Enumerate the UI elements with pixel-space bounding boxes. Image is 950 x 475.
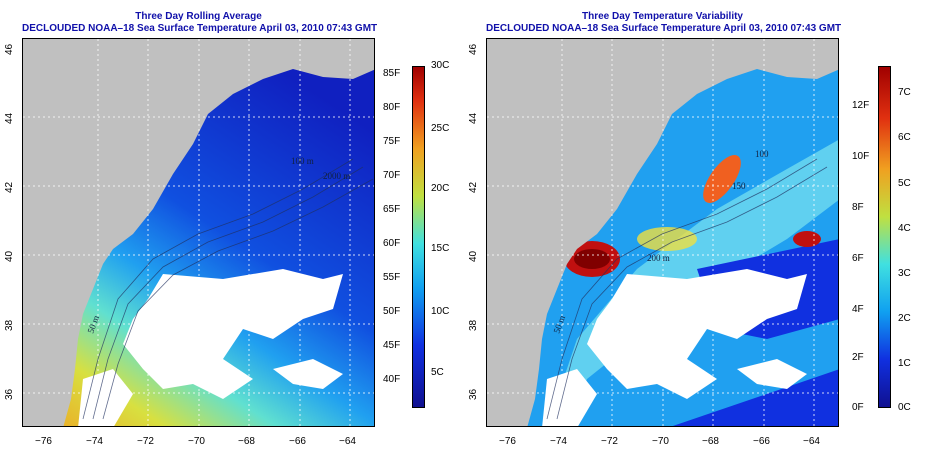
y-tick-label: 42: [4, 181, 15, 193]
x-tick-label: −66: [289, 436, 306, 447]
colorbar-label-f: 45F: [383, 340, 401, 351]
y-tick-label: 44: [4, 112, 15, 124]
colorbar-label-f: 60F: [383, 238, 401, 249]
colorbar-label-f: 6F: [852, 253, 864, 264]
y-tick-label: 42: [468, 181, 479, 193]
x-tick-label: −64: [803, 436, 820, 447]
colorbar-label-f: 2F: [852, 352, 864, 363]
colorbar-label-c: 25C: [431, 123, 450, 134]
colorbar-label-c: 15C: [431, 243, 450, 254]
y-tick-label: 40: [4, 250, 15, 262]
x-tick-label: −70: [652, 436, 669, 447]
x-tick-label: −66: [753, 436, 770, 447]
y-tick-label: 38: [4, 319, 15, 331]
colorbar-label-f: 80F: [383, 102, 401, 113]
colorbar-label-f: 50F: [383, 306, 401, 317]
left-title-line2: DECLOUDED NOAA–18 Sea Surface Temperatur…: [22, 23, 378, 34]
land-mass: [487, 39, 838, 426]
x-tick-label: −70: [188, 436, 205, 447]
colorbar-label-c: 1C: [898, 358, 911, 369]
x-tick-label: −72: [137, 436, 154, 447]
left-sst-map: 100 m 2000 m 50 m: [22, 38, 375, 427]
x-tick-label: −74: [86, 436, 103, 447]
colorbar-label-f: 12F: [852, 100, 870, 111]
colorbar-label-c: 20C: [431, 183, 450, 194]
colorbar-label-c: 2C: [898, 313, 911, 324]
land-mass: [23, 39, 374, 426]
x-tick-label: −68: [238, 436, 255, 447]
colorbar-label-c: 6C: [898, 132, 911, 143]
colorbar-label-f: 4F: [852, 304, 864, 315]
colorbar-label-f: 85F: [383, 68, 401, 79]
colorbar-label-f: 70F: [383, 170, 401, 181]
left-colorbar: [412, 66, 425, 408]
cloud-gap: [123, 269, 343, 399]
colorbar-label-c: 0C: [898, 402, 911, 413]
x-tick-label: −76: [499, 436, 516, 447]
colorbar-label-c: 5C: [898, 178, 911, 189]
y-tick-label: 44: [468, 112, 479, 124]
right-colorbar: [878, 66, 891, 408]
cloud-gap: [587, 269, 807, 399]
contour-label: 100: [755, 149, 769, 159]
contour-label: 2000 m: [323, 171, 350, 181]
colorbar-label-c: 3C: [898, 268, 911, 279]
x-tick-label: −68: [702, 436, 719, 447]
colorbar-label-c: 30C: [431, 60, 450, 71]
y-tick-label: 36: [4, 388, 15, 400]
colorbar-label-f: 40F: [383, 374, 401, 385]
x-tick-label: −76: [35, 436, 52, 447]
y-tick-label: 38: [468, 319, 479, 331]
x-tick-label: −64: [339, 436, 356, 447]
right-title-line1: Three Day Temperature Variability: [582, 11, 743, 22]
colorbar-label-f: 8F: [852, 202, 864, 213]
colorbar-label-f: 10F: [852, 151, 870, 162]
left-title-line1: Three Day Rolling Average: [135, 11, 262, 22]
contour-label: 200 m: [647, 253, 670, 263]
colorbar-label-f: 65F: [383, 204, 401, 215]
colorbar-label-c: 5C: [431, 367, 444, 378]
colorbar-label-c: 4C: [898, 223, 911, 234]
colorbar-label-f: 55F: [383, 272, 401, 283]
y-tick-label: 36: [468, 388, 479, 400]
y-tick-label: 40: [468, 250, 479, 262]
y-tick-label: 46: [468, 43, 479, 55]
contour-label: 100 m: [291, 156, 314, 166]
right-variability-map: 100 150 200 m 50 m: [486, 38, 839, 427]
colorbar-label-c: 10C: [431, 306, 450, 317]
x-tick-label: −72: [601, 436, 618, 447]
colorbar-label-f: 75F: [383, 136, 401, 147]
colorbar-label-c: 7C: [898, 87, 911, 98]
contour-label: 150: [732, 181, 746, 191]
right-title-line2: DECLOUDED NOAA–18 Sea Surface Temperatur…: [486, 23, 842, 34]
y-tick-label: 46: [4, 43, 15, 55]
x-tick-label: −74: [550, 436, 567, 447]
colorbar-label-f: 0F: [852, 402, 864, 413]
